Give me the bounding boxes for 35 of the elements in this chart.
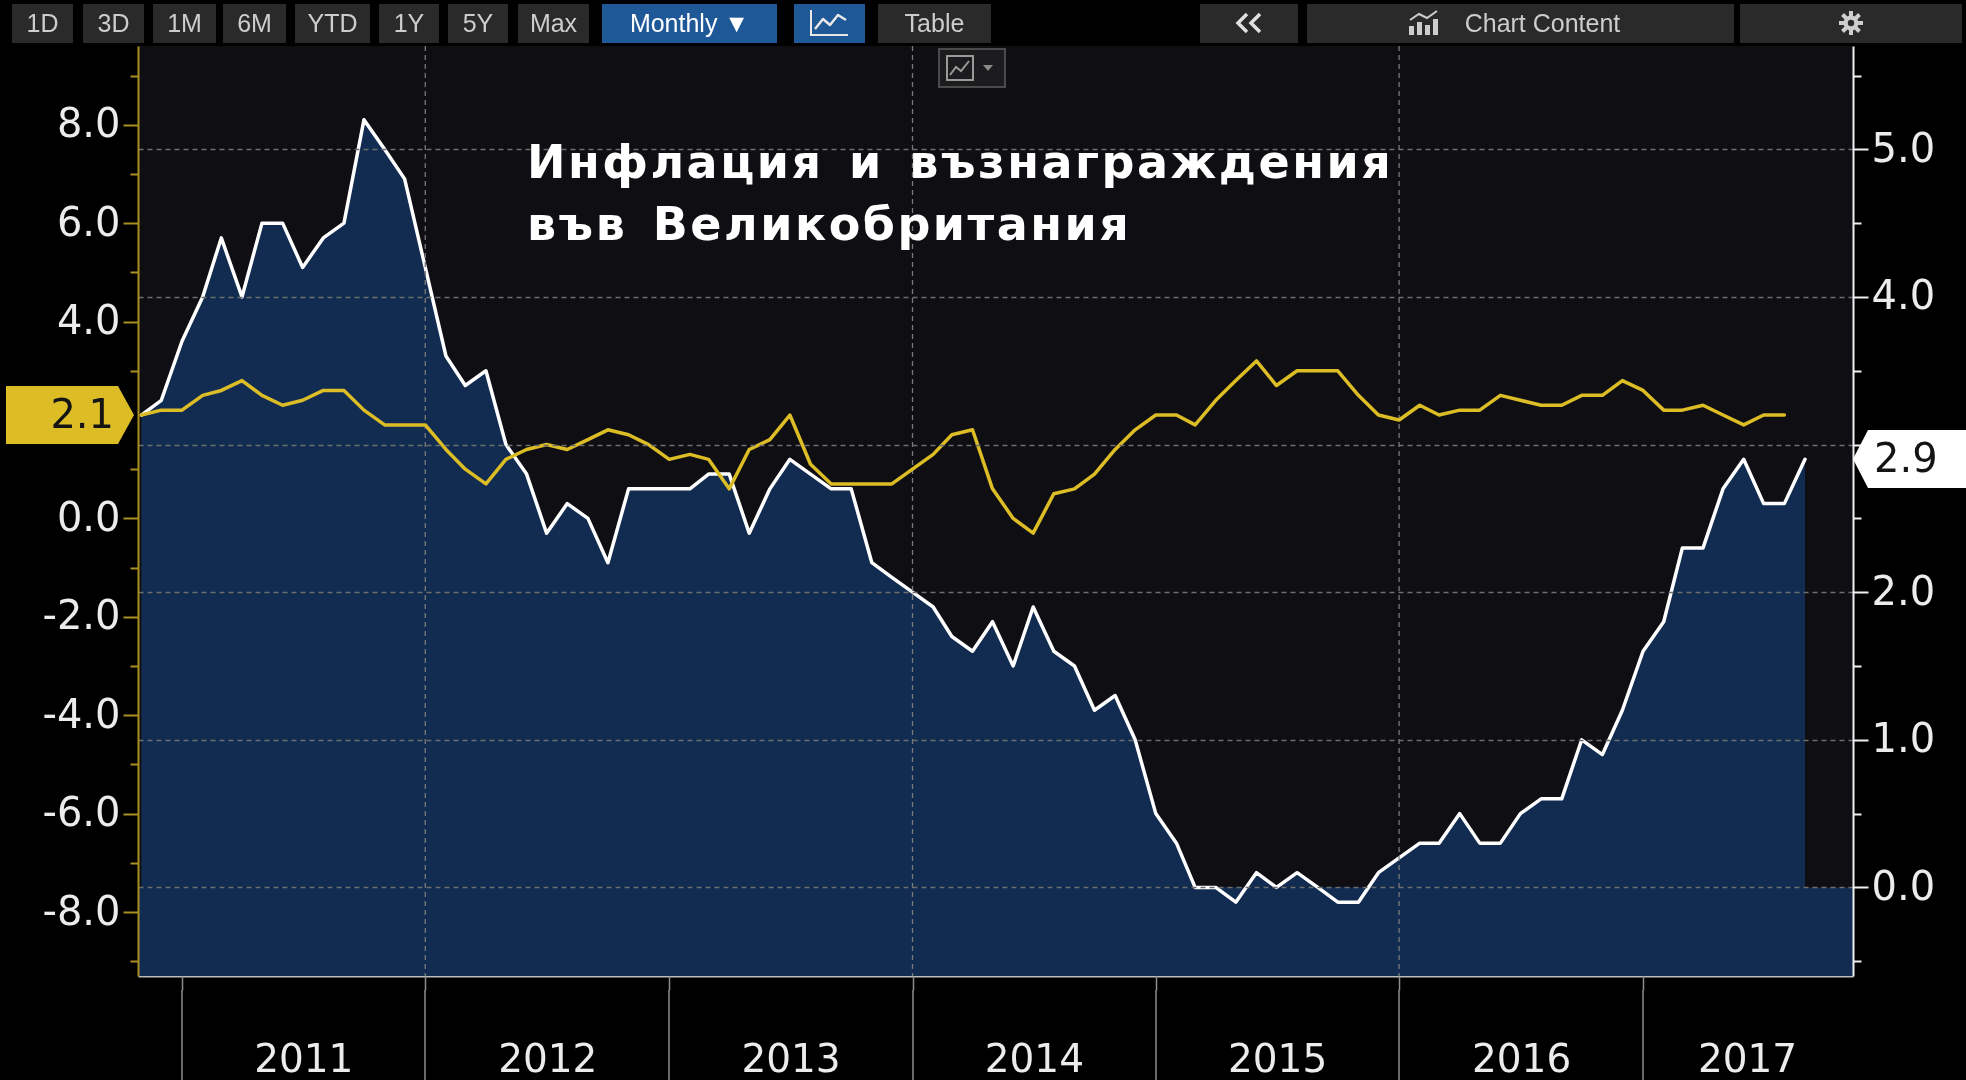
toolbar-button: 1D — [12, 4, 73, 43]
y2-tick-label: 0.0 — [1871, 862, 1936, 909]
toolbar-button: Monthly ▼ — [602, 4, 777, 43]
text: Инфлация и възнаграждения във Великобритания — [527, 134, 1395, 253]
y-tick-label: -4.0 — [42, 690, 121, 737]
toolbar-button: Chart Content — [1307, 4, 1734, 43]
x-tick-label: 2015 — [1227, 1035, 1328, 1080]
toolbar-button: YTD — [295, 4, 370, 43]
toolbar-button: 6M — [223, 4, 286, 43]
y-tick-label: -2.0 — [42, 592, 121, 639]
x-tick-label: 2013 — [741, 1035, 841, 1080]
toolbar-button: 3D — [83, 4, 144, 43]
line-series — [139, 359, 1787, 535]
y-tick-label: -6.0 — [42, 789, 121, 836]
y2-tick-label: 4.0 — [1871, 272, 1936, 319]
toolbar-button: 1M — [153, 4, 216, 43]
y2-tick-label: 2.0 — [1871, 567, 1936, 614]
x-tick-label: 2014 — [984, 1035, 1084, 1080]
toolbar-button: 1Y — [379, 4, 439, 43]
x-tick-label: 2016 — [1471, 1035, 1572, 1080]
toolbar-button: 5Y — [448, 4, 508, 43]
y-tick-label: 6.0 — [56, 198, 121, 245]
toolbar-button: Max — [518, 4, 589, 43]
x-tick-label: 2012 — [498, 1035, 598, 1080]
toolbar-button: Table — [878, 4, 991, 43]
y-tick-label: 4.0 — [56, 297, 121, 344]
x-tick-label: 2011 — [254, 1035, 354, 1080]
y2-tick-label: 5.0 — [1871, 124, 1936, 171]
y-tick-label: 0.0 — [56, 493, 121, 540]
data-label: 2.9 — [1874, 435, 1938, 482]
y2-tick-label: 1.0 — [1871, 715, 1936, 762]
data-label: 2.1 — [50, 391, 114, 438]
y-tick-label: 8.0 — [56, 100, 121, 147]
y-tick-label: -8.0 — [42, 887, 121, 934]
x-tick-label: 2017 — [1697, 1035, 1798, 1080]
